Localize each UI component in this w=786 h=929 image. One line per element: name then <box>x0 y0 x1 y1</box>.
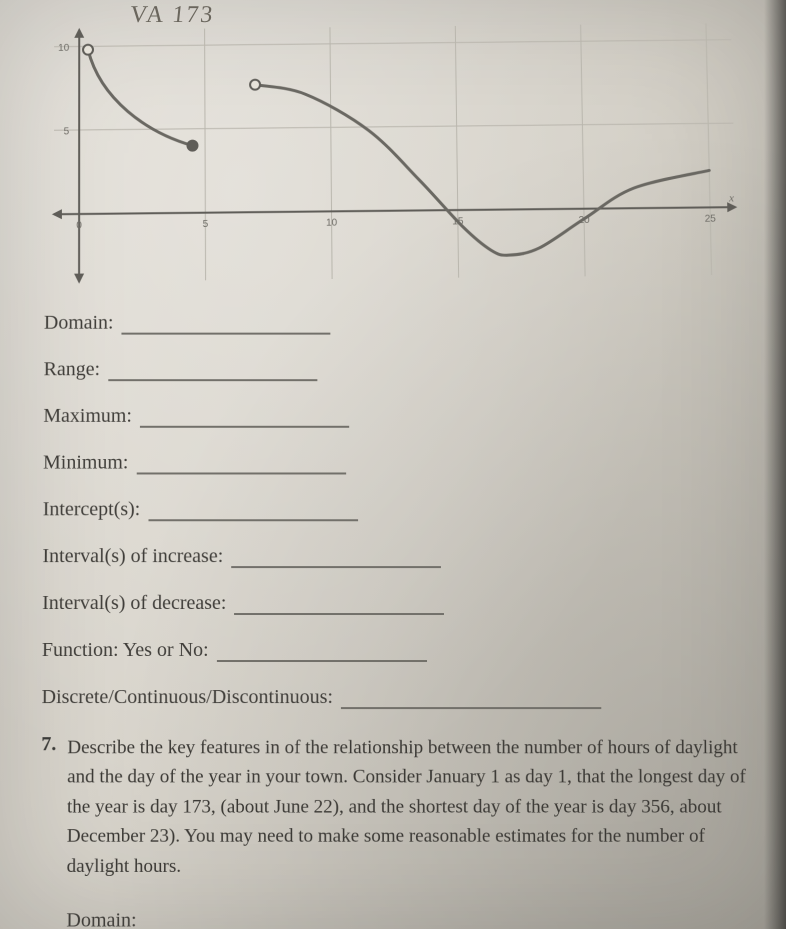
chart-svg: 0510152025510x <box>14 15 758 292</box>
label-increase: Interval(s) of increase: <box>42 545 227 568</box>
row-q7-domain: Domain: <box>66 909 758 929</box>
label-domain: Domain: <box>44 312 118 335</box>
blank-decrease[interactable] <box>234 612 444 615</box>
label-maximum: Maximum: <box>43 405 136 428</box>
blank-minimum[interactable] <box>136 471 345 474</box>
svg-text:25: 25 <box>705 213 717 224</box>
row-function: Function: Yes or No: <box>42 639 756 662</box>
blank-increase[interactable] <box>231 565 441 568</box>
row-decrease: Interval(s) of decrease: <box>42 592 756 615</box>
answer-form: Domain: Range: Maximum: Minimum: Interce… <box>40 312 758 929</box>
row-range: Range: <box>44 358 755 381</box>
row-increase: Interval(s) of increase: <box>42 545 755 568</box>
graph-chart: 0510152025510x <box>14 15 758 292</box>
label-intercepts: Intercept(s): <box>43 498 145 521</box>
blank-range[interactable] <box>108 378 317 381</box>
svg-text:x: x <box>728 192 734 204</box>
blank-function[interactable] <box>217 659 427 662</box>
row-dcd: Discrete/Continuous/Discontinuous: <box>42 686 757 709</box>
label-decrease: Interval(s) of decrease: <box>42 592 230 615</box>
row-intercepts: Intercept(s): <box>43 498 756 521</box>
question-text: Describe the key features in of the rela… <box>67 733 758 881</box>
question-7: 7. Describe the key features in of the r… <box>40 733 757 881</box>
svg-text:0: 0 <box>76 220 82 231</box>
label-q7-domain: Domain: <box>66 909 140 929</box>
label-range: Range: <box>44 358 105 381</box>
label-dcd: Discrete/Continuous/Discontinuous: <box>42 686 338 709</box>
blank-maximum[interactable] <box>140 425 349 428</box>
blank-domain[interactable] <box>121 332 330 335</box>
svg-text:10: 10 <box>326 217 338 228</box>
svg-text:10: 10 <box>58 43 70 54</box>
blank-intercepts[interactable] <box>148 518 358 521</box>
label-minimum: Minimum: <box>43 452 132 475</box>
row-maximum: Maximum: <box>43 405 754 428</box>
worksheet-page: VA 173 0510152025510x Domain: Range: Max… <box>0 0 786 929</box>
svg-text:5: 5 <box>64 126 70 137</box>
svg-text:5: 5 <box>203 219 209 230</box>
page-right-shadow <box>764 0 786 929</box>
question-number: 7. <box>40 733 67 881</box>
label-function: Function: Yes or No: <box>42 639 213 662</box>
row-minimum: Minimum: <box>43 452 755 475</box>
row-domain: Domain: <box>44 312 754 335</box>
blank-dcd[interactable] <box>341 706 601 709</box>
